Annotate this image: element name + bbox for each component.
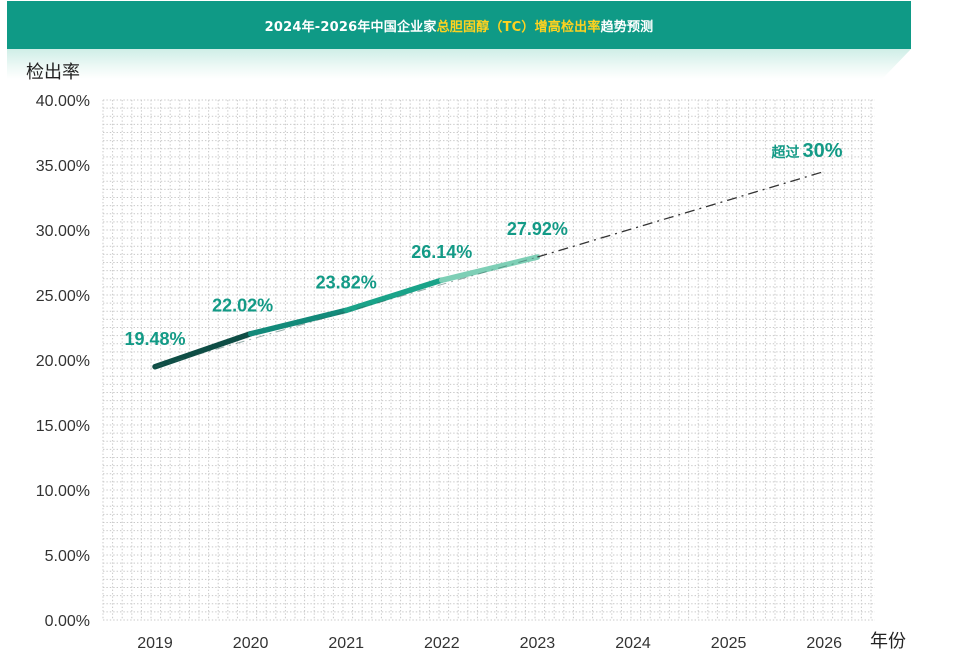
- y-tick-label: 15.00%: [36, 418, 90, 435]
- x-tick-label: 2021: [328, 635, 364, 652]
- data-label: 22.02%: [212, 296, 273, 316]
- data-labels: 19.48% 22.02% 23.82% 26.14% 27.92% 超过 30%: [124, 140, 842, 349]
- x-tick-label: 2026: [806, 635, 842, 652]
- series-segment: [343, 277, 445, 314]
- forecast-label: 超过 30%: [770, 140, 842, 162]
- x-axis-label: 年份: [870, 631, 906, 651]
- y-tick-label: 40.00%: [36, 93, 90, 110]
- trend-overlay: [154, 256, 538, 368]
- grid: [102, 99, 875, 621]
- title-shadow: [7, 49, 911, 79]
- data-label: 27.92%: [507, 219, 568, 239]
- x-axis: 2019 2020 2021 2022 2023 2024 2025 2026: [137, 635, 842, 652]
- title-highlight: 总胆固醇（TC）增高检出率: [436, 19, 601, 35]
- forecast-label-value: 30%: [802, 140, 842, 162]
- series-line: [152, 170, 825, 370]
- y-tick-label: 30.00%: [36, 223, 90, 240]
- y-axis: 0.00% 5.00% 10.00% 15.00% 20.00% 25.00% 30.00%…: [36, 93, 90, 630]
- data-label: 19.48%: [124, 329, 185, 349]
- x-tick-label: 2020: [233, 635, 269, 652]
- series-segment: [439, 254, 541, 283]
- y-tick-label: 5.00%: [45, 548, 90, 565]
- data-label: 26.14%: [411, 242, 472, 262]
- x-tick-label: 2019: [137, 635, 173, 652]
- title-part-1: 2024年-2026年中国企业家: [264, 19, 437, 35]
- y-tick-label: 35.00%: [36, 158, 90, 175]
- x-tick-label: 2025: [711, 635, 747, 652]
- data-label: 23.82%: [316, 272, 377, 292]
- chart-title-banner: 2024年-2026年中国企业家 总胆固醇（TC）增高检出率 趋势预测: [7, 1, 911, 49]
- x-tick-label: 2023: [520, 635, 556, 652]
- y-axis-label: 检出率: [26, 62, 80, 82]
- series-segment: [152, 330, 254, 370]
- forecast-line: [537, 170, 825, 258]
- x-tick-label: 2024: [615, 635, 651, 652]
- title-part-2: 趋势预测: [600, 19, 654, 35]
- series-segment: [247, 307, 349, 337]
- y-tick-label: 25.00%: [36, 288, 90, 305]
- forecast-label-prefix: 超过: [770, 144, 799, 160]
- y-tick-label: 20.00%: [36, 353, 90, 370]
- x-tick-label: 2022: [424, 635, 460, 652]
- y-tick-label: 0.00%: [45, 613, 90, 630]
- y-tick-label: 10.00%: [36, 483, 90, 500]
